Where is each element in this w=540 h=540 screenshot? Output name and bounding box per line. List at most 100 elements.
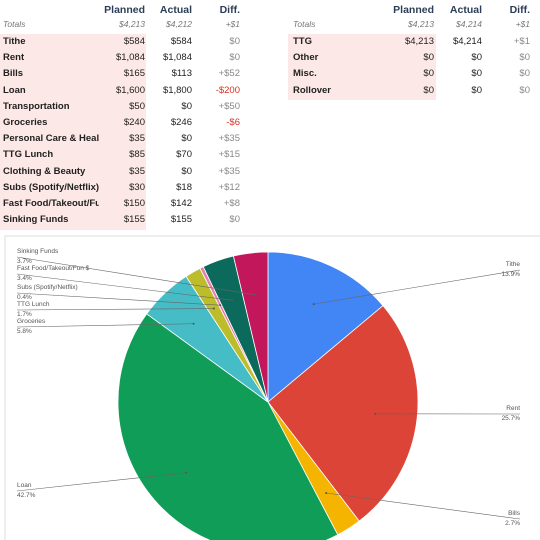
table-cell: $4,213 (119, 19, 145, 29)
table-cell: Totals (3, 19, 26, 29)
table-cell: +$1 (515, 19, 530, 29)
table-cell: Planned (104, 4, 145, 16)
slice-value-label: 0.4% (17, 294, 32, 301)
table-cell: -$200 (215, 84, 240, 96)
table-cell: $1,600 (115, 84, 145, 96)
table-cell: Planned (393, 4, 434, 16)
table-cell: $0 (471, 68, 482, 80)
table-cell: $0 (519, 68, 530, 80)
table-cell: $1,800 (162, 84, 192, 96)
slice-value-label: 42.7% (17, 492, 36, 499)
leader-line (326, 492, 521, 520)
table-cell: $246 (170, 117, 192, 128)
table-cell: $4,212 (166, 19, 192, 29)
table-cell: $150 (123, 198, 145, 209)
table-cell: $0 (471, 52, 482, 64)
leader-dot (212, 307, 215, 310)
table-cell: $0 (519, 52, 530, 64)
leader-line (16, 472, 187, 492)
leader-dot (374, 412, 377, 415)
table-cell: +$52 (218, 68, 240, 80)
table-cell: $0 (423, 84, 434, 96)
table-cell: Transportation (3, 100, 70, 112)
highlight (0, 34, 146, 230)
slice-label: Rent (506, 405, 520, 412)
table-cell: Misc. (293, 68, 317, 80)
chart-frame (4, 235, 540, 540)
table-cell: $165 (123, 68, 145, 80)
pie-slice (267, 251, 384, 403)
slice-label: Groceries (17, 318, 46, 325)
table-cell: $1,084 (115, 52, 145, 64)
slice-label: Loan (17, 482, 32, 489)
table-cell: $4,214 (456, 19, 482, 29)
table-cell: $30 (129, 181, 145, 193)
table-cell: $142 (170, 198, 192, 209)
table-cell: $35 (129, 133, 145, 145)
table-cell: $1,084 (162, 52, 192, 64)
table-cell: Fast Food/Takeout/Fun $ (3, 198, 99, 209)
table-cell: $0 (471, 84, 482, 96)
table-cell: +$35 (218, 133, 240, 145)
slice-value-label: 13.9% (502, 271, 521, 278)
table-cell: Bills (3, 68, 24, 80)
table-cell: +$1 (513, 36, 530, 47)
table-cell: TTG Lunch (3, 149, 54, 161)
slice-value-label: 5.8% (17, 328, 32, 335)
table-cell: $0 (229, 52, 240, 64)
table-cell: Other (293, 52, 319, 64)
leader-dot (254, 293, 257, 296)
table-cell: +$35 (218, 165, 240, 177)
leader-dot (192, 322, 195, 325)
table-cell: $85 (129, 149, 145, 161)
leader-line (16, 292, 221, 306)
highlight (288, 34, 436, 100)
table-cell: Diff. (219, 4, 240, 16)
table-cell: Totals (293, 19, 316, 29)
table-cell: $113 (171, 68, 192, 80)
leader-line (16, 273, 233, 301)
pie-slice (267, 305, 419, 522)
table-cell: $70 (176, 149, 192, 161)
table-cell: $0 (229, 214, 240, 226)
table-cell: $0 (181, 133, 192, 145)
table-cell: +$8 (223, 198, 240, 209)
table-cell: $584 (170, 36, 192, 47)
leader-dot (185, 471, 188, 474)
slice-label: TTG Lunch (17, 301, 50, 308)
slice-label: Bills (508, 510, 521, 517)
table-cell: $155 (170, 214, 192, 226)
table-cell: Actual (159, 4, 192, 16)
table-cell: $0 (423, 68, 434, 80)
table-cell: Actual (449, 4, 482, 16)
leader-dot (231, 299, 234, 302)
table-cell: $50 (129, 100, 145, 112)
table-cell: +$15 (218, 149, 240, 161)
slice-value-label: 2.7% (505, 520, 520, 527)
table-cell: $0 (181, 100, 192, 112)
table-cell: $584 (123, 36, 145, 47)
table-cell: Rollover (293, 84, 332, 96)
table-cell: $0 (423, 52, 434, 64)
leader-line (313, 269, 521, 305)
table-cell: Loan (3, 84, 26, 96)
slice-label: Fast Food/Takeout/Fun $ (17, 265, 90, 272)
table-cell: Groceries (3, 117, 48, 128)
table-cell: TTG (293, 36, 312, 47)
table-cell: $0 (519, 84, 530, 96)
table-cell: +$50 (218, 100, 240, 112)
table-cell: Subs (Spotify/Netflix) (3, 181, 99, 193)
slice-label: Subs (Spotify/Netflix) (17, 284, 78, 291)
table-cell: Rent (3, 52, 25, 64)
table-cell: +$1 (225, 19, 240, 29)
leader-line (16, 323, 194, 328)
leader-line (16, 308, 214, 311)
table-cell: Personal Care & Health (3, 133, 99, 145)
table-cell: Tithe (3, 36, 26, 47)
table-cell: Clothing & Beauty (3, 165, 86, 177)
table-cell: $4,213 (404, 36, 434, 47)
table-cell: $4,214 (452, 36, 482, 47)
table-cell: $4,213 (408, 19, 434, 29)
